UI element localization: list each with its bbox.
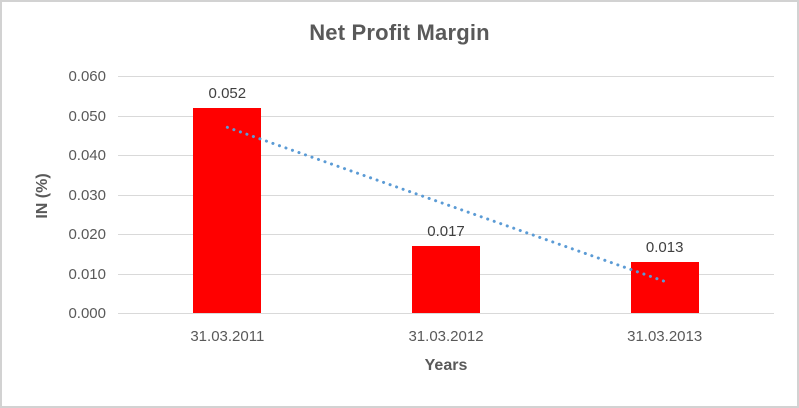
x-axis-title: Years: [424, 357, 468, 374]
bar-31.03.2012[interactable]: [412, 245, 480, 313]
y-tick-label: 0.030: [68, 186, 106, 204]
x-tick-label: 31.03.2013: [627, 328, 703, 345]
y-tick-label: 0.040: [68, 147, 106, 164]
x-tick-label: 31.03.2011: [190, 328, 265, 345]
chart-title: Net Profit Margin: [309, 20, 490, 45]
gridline: [118, 76, 774, 77]
data-label: 0.013: [645, 238, 684, 256]
y-tick-label: 0.060: [68, 68, 106, 85]
bar-31.03.2011[interactable]: [193, 107, 262, 313]
plot-area: 0.052 0.017 0.013: [118, 76, 774, 314]
trendline-layer: [225, 125, 667, 283]
gridline: [118, 313, 774, 314]
gridline: [118, 234, 774, 235]
y-tick-label: 0.050: [68, 107, 106, 125]
data-label: 0.017: [427, 222, 465, 240]
gridline: [118, 194, 774, 196]
data-label: 0.052: [208, 84, 247, 102]
x-tick-label: 31.03.2012: [408, 328, 484, 345]
bar-31.03.2013[interactable]: [630, 261, 699, 313]
trendline[interactable]: [225, 125, 667, 283]
y-tick-label: 0.000: [68, 305, 106, 322]
gridline: [118, 155, 774, 156]
gridline: [118, 115, 774, 117]
y-tick-label: 0.020: [68, 226, 106, 243]
y-tick-label: 0.010: [68, 265, 106, 283]
